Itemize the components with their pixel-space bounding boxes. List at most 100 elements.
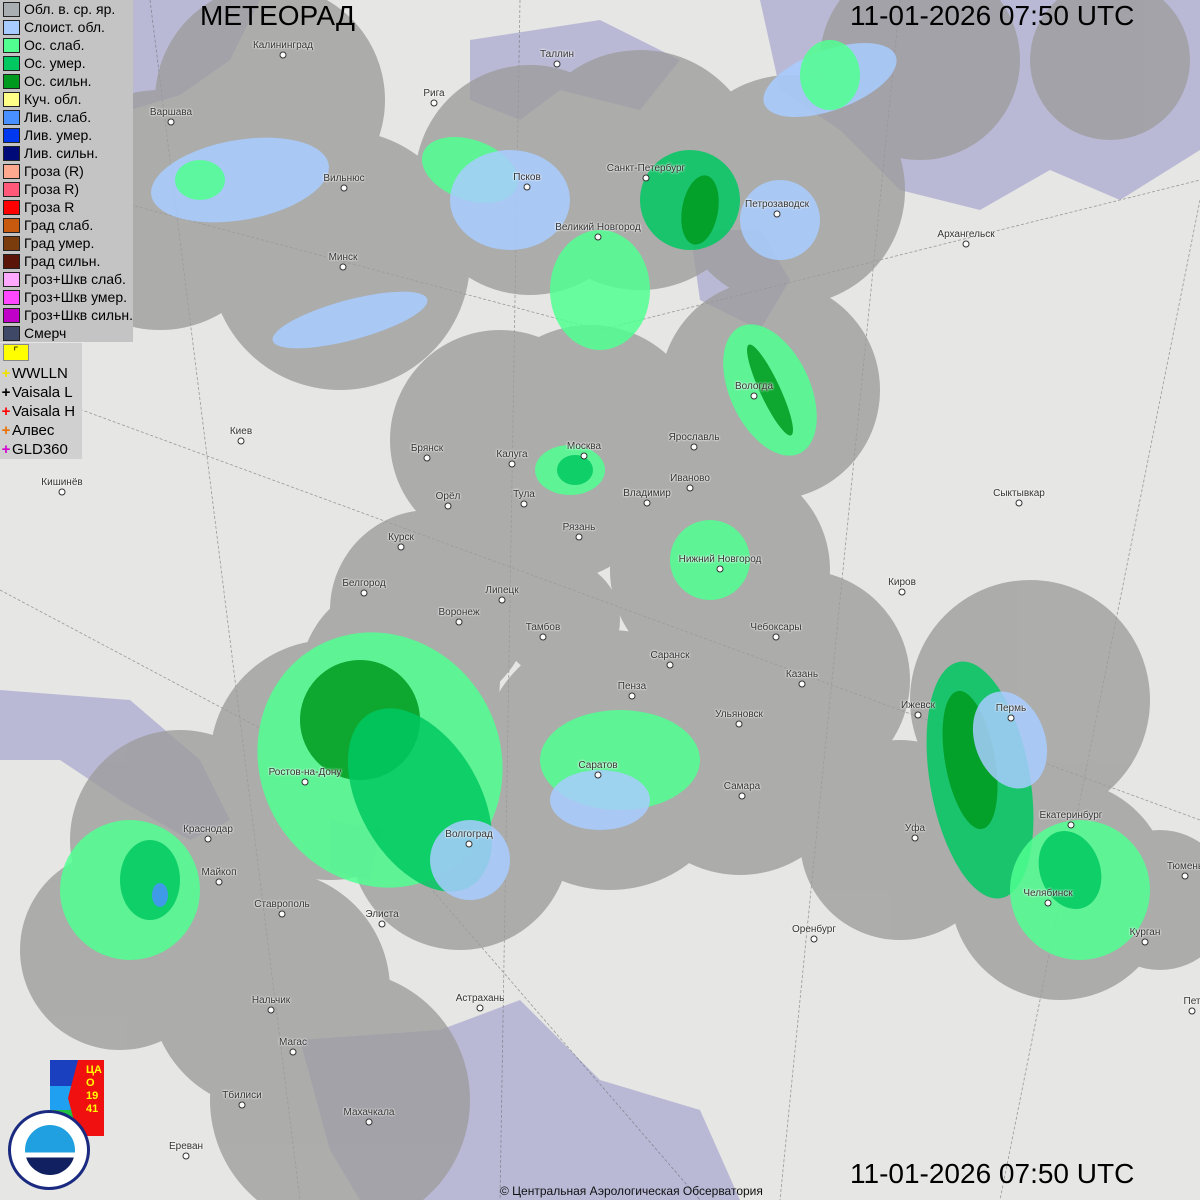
legend-item: Слоист. обл. [0, 18, 133, 36]
city-marker [182, 1152, 190, 1160]
radar-coverage-circle [820, 0, 1020, 160]
city-marker [301, 778, 309, 786]
precipitation-echo [1038, 831, 1102, 909]
city-marker [397, 543, 405, 551]
city-label: Саратов [578, 760, 618, 771]
legend-item: Ос. слаб. [0, 36, 133, 54]
city-label: Москва [566, 441, 602, 452]
city-marker [204, 835, 212, 843]
city-label: Курган [1129, 927, 1161, 938]
radar-coverage-circle [210, 970, 470, 1200]
city-label: Майкоп [201, 867, 237, 878]
legend-swatch [3, 145, 20, 161]
city-marker [278, 910, 286, 918]
city-label: Екатеринбург [1039, 810, 1103, 821]
city-label: Таллин [540, 49, 574, 60]
lightning-network-item[interactable]: + GLD360 [0, 440, 82, 459]
precipitation-echo [175, 160, 225, 200]
city-marker [914, 711, 922, 719]
city-label: Белгород [342, 578, 386, 589]
city-marker [773, 210, 781, 218]
city-label: Киров [888, 577, 916, 588]
city-label: Владимир [623, 488, 671, 499]
city-label: Великий Новгород [555, 222, 641, 233]
legend-label: Град умер. [24, 235, 95, 251]
city-marker [267, 1006, 275, 1014]
lightning-network-item[interactable]: + WWLLN [0, 364, 82, 383]
legend-item: Гроз+Шкв сильн. [0, 306, 133, 324]
app-title: МЕТЕОРАД [200, 0, 355, 31]
city-label: Сыктывкар [993, 488, 1045, 499]
legend-swatch [3, 307, 20, 323]
legend-label: Гроз+Шкв умер. [24, 289, 128, 305]
city-marker [798, 680, 806, 688]
city-label: Тюмень [1166, 861, 1200, 872]
city-label: Волгоград [445, 829, 493, 840]
lightning-network-item[interactable]: + Vaisala L [0, 383, 82, 402]
legend-swatch [3, 109, 20, 125]
city-marker [237, 437, 245, 445]
city-label: Ижевск [900, 700, 936, 711]
legend-label: Смерч [24, 325, 67, 341]
city-label: Казань [785, 669, 819, 680]
city-marker [1044, 899, 1052, 907]
lightning-network-item[interactable]: + Алвес [0, 421, 82, 440]
lightning-cross-icon: + [1, 441, 11, 458]
city-marker [772, 633, 780, 641]
city-label: Варшава [149, 107, 193, 118]
precipitation-echo [450, 150, 570, 250]
precipitation-echo [120, 840, 180, 920]
lightning-network-item[interactable]: + Vaisala H [0, 402, 82, 421]
lightning-network-label: WWLLN [12, 365, 68, 382]
legend-label: Слоист. обл. [24, 19, 105, 35]
city-marker [523, 183, 531, 191]
city-label: Санкт-Петербург [606, 163, 686, 174]
city-label: Калуга [496, 449, 528, 460]
legend-swatch [3, 271, 20, 287]
legend-item: Град сильн. [0, 252, 133, 270]
city-label: Ульяновск [715, 709, 763, 720]
city-label: Минск [328, 252, 358, 263]
copyright: © Центральная Аэрологическая Обсерватори… [500, 1184, 763, 1198]
legend-label: Гроз+Шкв слаб. [24, 271, 126, 287]
precipitation-echo [972, 691, 1048, 789]
cao-logo-text: ЦАО 1941 [86, 1064, 102, 1115]
radar-coverage-circle [625, 645, 855, 875]
legend-label: Обл. в. ср. яр. [24, 1, 116, 17]
city-label: Нижний Новгород [678, 554, 762, 565]
precipitation-echo [557, 455, 593, 485]
city-marker [444, 502, 452, 510]
legend-item: Обл. в. ср. яр. [0, 0, 133, 18]
city-marker [423, 454, 431, 462]
city-label: Саранск [650, 650, 690, 661]
legend-item: Лив. слаб. [0, 108, 133, 126]
legend-label: Гроз+Шкв сильн. [24, 307, 133, 323]
city-marker [810, 935, 818, 943]
city-label: Псков [513, 172, 541, 183]
city-label: Оренбург [791, 924, 837, 935]
city-marker [666, 661, 674, 669]
city-marker [898, 588, 906, 596]
city-marker [215, 878, 223, 886]
city-marker [289, 1048, 297, 1056]
precipitation-echoes [60, 40, 1150, 960]
city-label: Тамбов [525, 622, 561, 633]
legend-swatch [3, 325, 20, 341]
legend-swatch [3, 91, 20, 107]
radar-coverage-circle [1030, 0, 1190, 140]
city-label: Уфа [904, 823, 926, 834]
city-marker [643, 499, 651, 507]
city-label: Краснодар [183, 824, 233, 835]
city-label: Чебоксары [750, 622, 802, 633]
precipitation-echo [747, 344, 793, 436]
city-label: Тула [513, 489, 535, 500]
legend-item: Лив. умер. [0, 126, 133, 144]
city-marker [498, 596, 506, 604]
roshydromet-logo [8, 1110, 90, 1190]
timestamp-bottom: 11-01-2026 07:50 UTC [850, 1158, 1135, 1189]
lightning-toggle-button[interactable]: ⌜ [3, 344, 29, 361]
city-marker [735, 720, 743, 728]
legend-label: Град сильн. [24, 253, 101, 269]
precipitation-echo [550, 770, 650, 830]
